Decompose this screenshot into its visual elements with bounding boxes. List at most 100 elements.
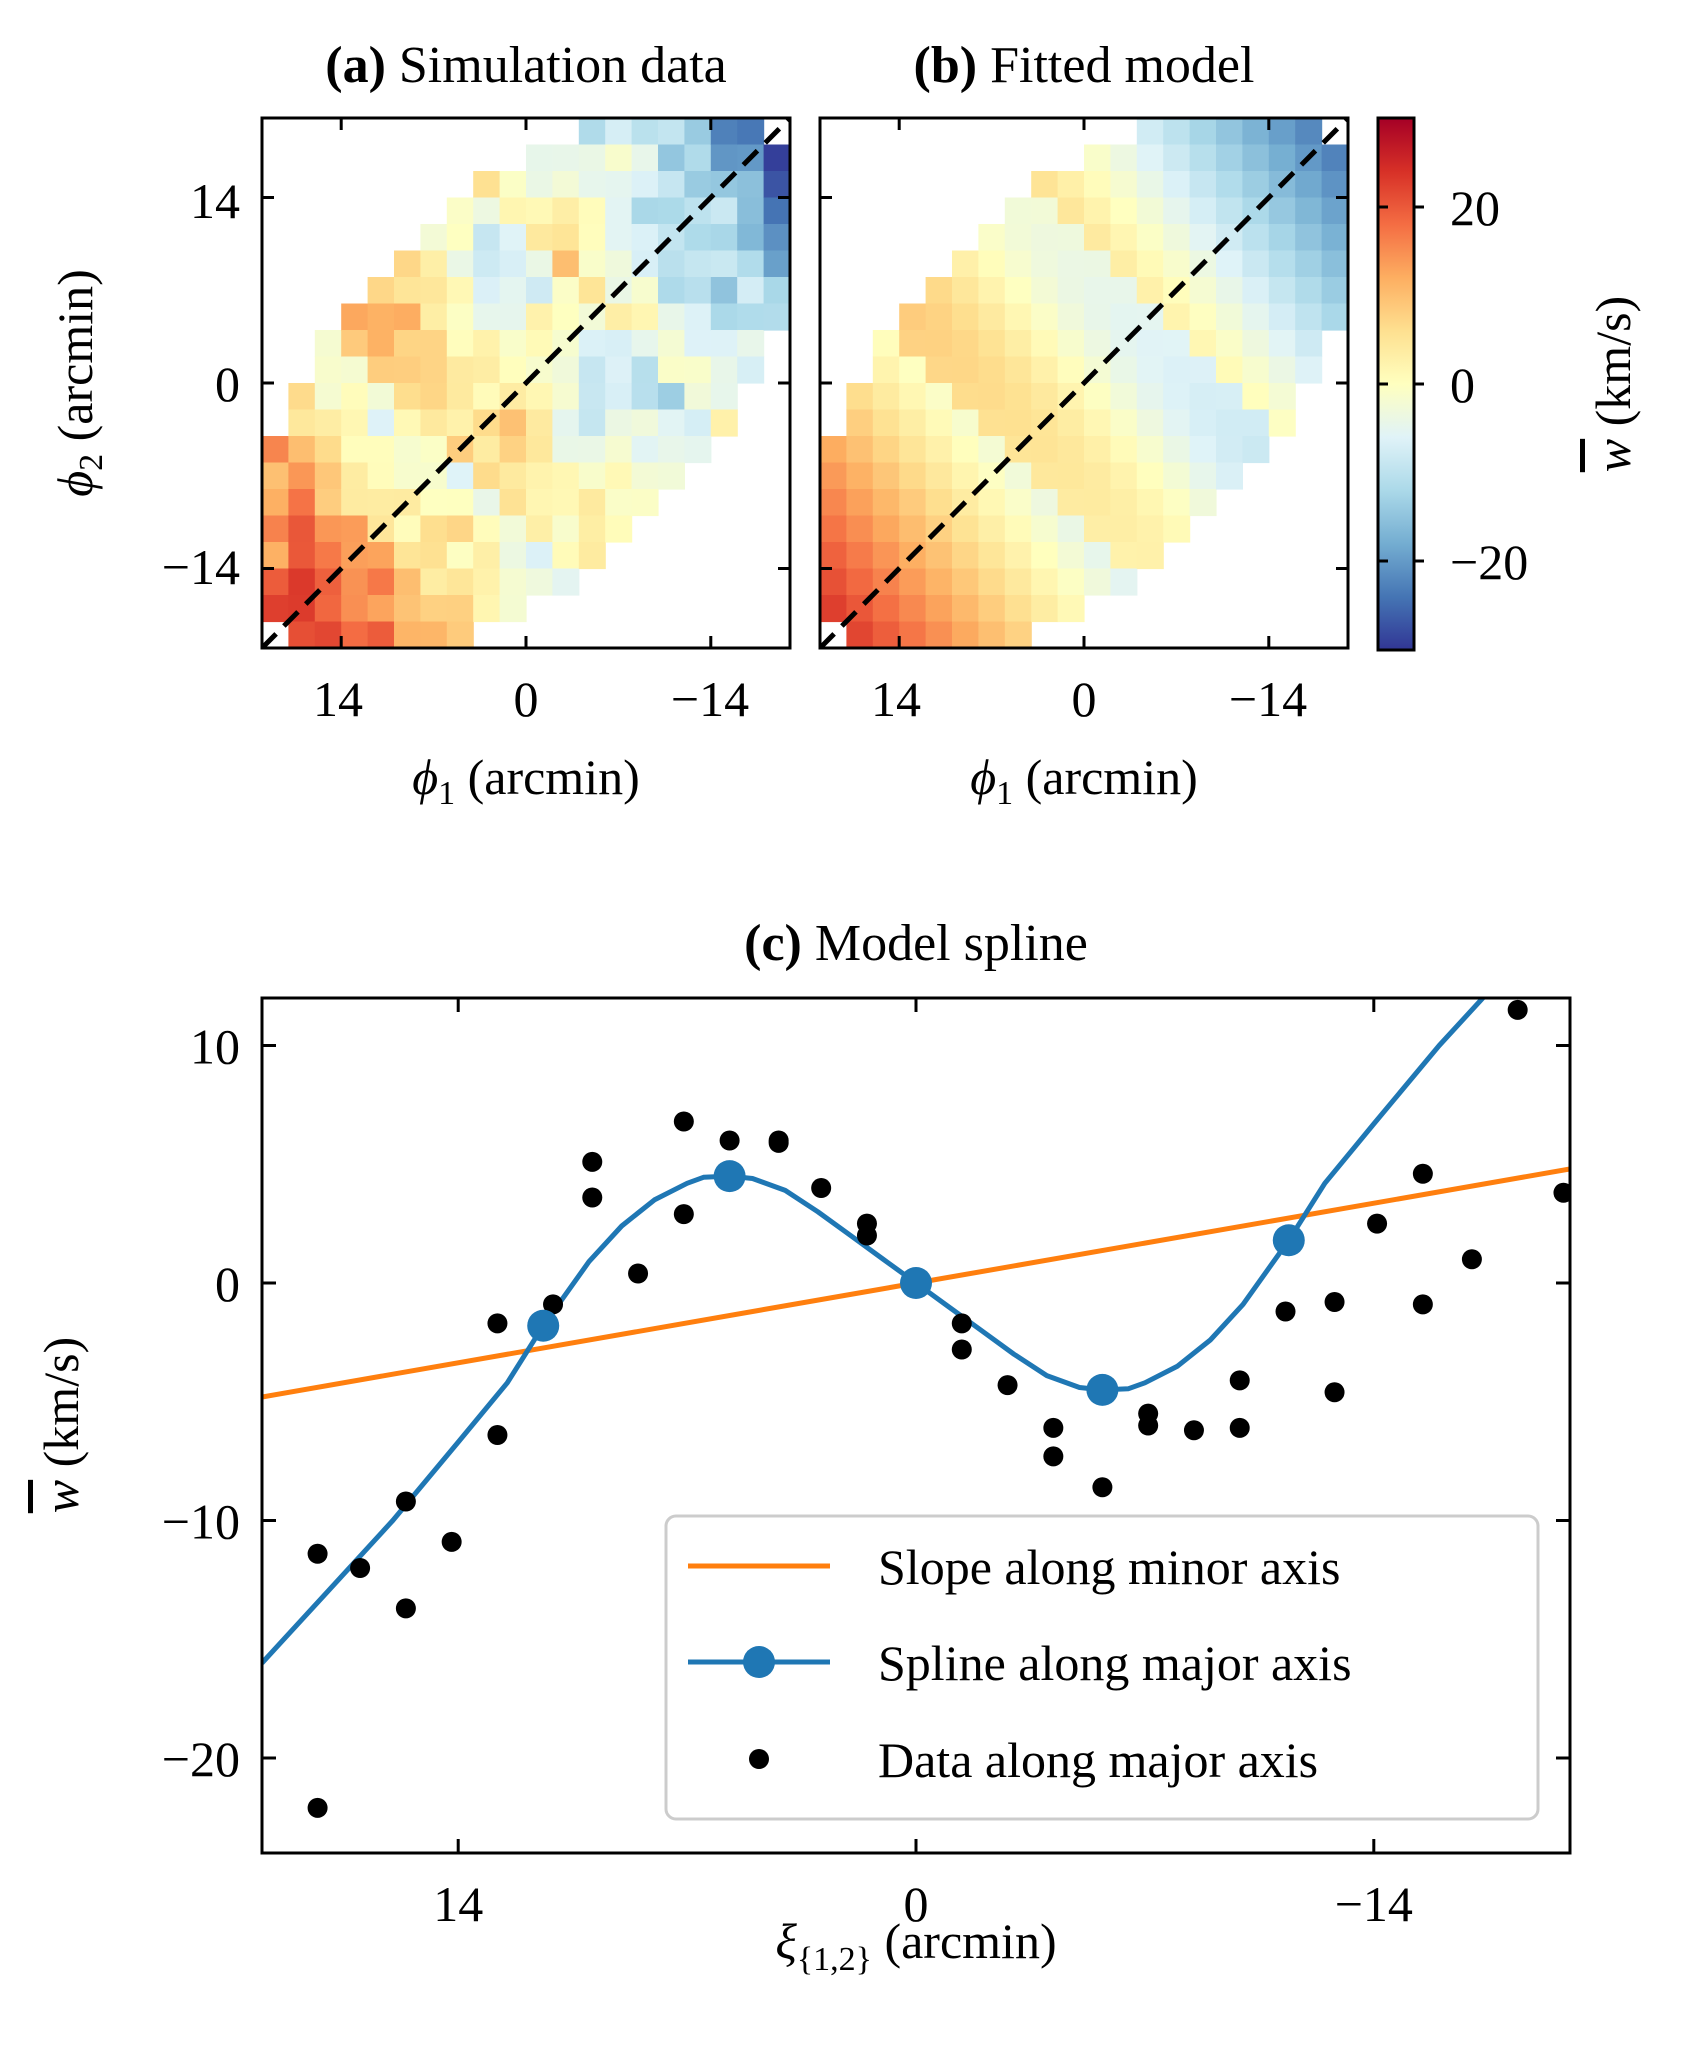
heatmap-cell (684, 410, 711, 437)
heatmap-cell (952, 330, 979, 357)
heatmap-cell (1058, 304, 1085, 331)
heatmap-cell (579, 145, 606, 172)
heatmap-cell (1005, 383, 1032, 410)
heatmap-cell (978, 436, 1005, 463)
heatmap-cell (526, 489, 553, 516)
heatmap-cell (978, 357, 1005, 384)
phi1-subscript: 1 (438, 775, 455, 812)
heatmap-cell (1110, 277, 1137, 304)
xi-unit: (arcmin) (872, 1913, 1057, 1969)
heatmap-cell (684, 118, 711, 145)
data-point (396, 1492, 416, 1512)
heatmap-cell (526, 171, 553, 198)
heatmap-cell (737, 198, 764, 225)
heatmap-cell (846, 542, 873, 569)
heatmap-cell (820, 569, 847, 596)
heatmap-cell (420, 516, 447, 543)
heatmap-cell (473, 357, 500, 384)
heatmap-cell (711, 410, 738, 437)
heatmap-cell (978, 542, 1005, 569)
heatmap-cell (1163, 171, 1190, 198)
heatmap-cell (1005, 489, 1032, 516)
heatmap-cell (500, 410, 527, 437)
heatmap-cell (447, 463, 474, 490)
heatmap-cell (579, 383, 606, 410)
heatmap-cell (526, 224, 553, 251)
heatmap-cell (1322, 224, 1349, 251)
heatmap-cell (1031, 357, 1058, 384)
heatmap-cell (978, 410, 1005, 437)
colorbar-label-symbol: w (1585, 439, 1641, 472)
heatmap-cell (1031, 198, 1058, 225)
heatmap-cell (658, 171, 685, 198)
heatmap-cell (1163, 198, 1190, 225)
heatmap-cell (473, 277, 500, 304)
ytick-label: 10 (190, 1019, 240, 1075)
heatmap-cell (447, 251, 474, 278)
heatmap-cell (315, 436, 342, 463)
heatmap-cell (368, 622, 395, 649)
phi1-subscript: 1 (996, 775, 1013, 812)
heatmap-cell (711, 198, 738, 225)
heatmap-cell (1295, 251, 1322, 278)
heatmap-cell (1005, 198, 1032, 225)
heatmap-cell (952, 436, 979, 463)
heatmap-cell (605, 224, 632, 251)
data-point (674, 1112, 694, 1132)
heatmap-cell (1216, 357, 1243, 384)
colorbar-ticklabel-minus20: −20 (1450, 534, 1528, 590)
heatmap-cell (447, 277, 474, 304)
heatmap-cell (341, 410, 368, 437)
data-point (487, 1425, 507, 1445)
heatmap-cell (1137, 171, 1164, 198)
heatmap-cell (526, 542, 553, 569)
heatmap-cell (632, 277, 659, 304)
heatmap-cell (737, 277, 764, 304)
heatmap-cell (262, 542, 289, 569)
heatmap-cell (1031, 383, 1058, 410)
heatmap-cell (737, 330, 764, 357)
heatmap-cell (1242, 251, 1269, 278)
heatmap-cell (1058, 171, 1085, 198)
heatmap-cell (1269, 118, 1296, 145)
heatmap-cell (1031, 489, 1058, 516)
heatmap-cell (473, 516, 500, 543)
heatmap-cell (926, 595, 953, 622)
heatmap-cell (447, 489, 474, 516)
xi-symbol: ξ (775, 1913, 797, 1969)
heatmap-cell (1242, 224, 1269, 251)
heatmap-cell (711, 277, 738, 304)
heatmap-cell (1110, 436, 1137, 463)
heatmap-cell (684, 330, 711, 357)
heatmap-cell (341, 357, 368, 384)
heatmap-cell (288, 410, 315, 437)
heatmap-cell (1084, 330, 1111, 357)
heatmap-cell (711, 304, 738, 331)
ytick-label: −10 (162, 1494, 240, 1550)
heatmap-cell (1084, 489, 1111, 516)
heatmap-cell (262, 436, 289, 463)
heatmap-cell (526, 277, 553, 304)
heatmap-cell (605, 436, 632, 463)
heatmap-cell (978, 383, 1005, 410)
heatmap-cell (952, 410, 979, 437)
heatmap-cell (1137, 516, 1164, 543)
spline-knot (527, 1310, 559, 1342)
heatmap-cell (764, 304, 791, 331)
heatmap-cell (846, 463, 873, 490)
panel-c-title-prefix: (c) (744, 915, 802, 972)
heatmap-cell (420, 595, 447, 622)
heatmap-cell (1084, 145, 1111, 172)
heatmap-cell (1058, 410, 1085, 437)
heatmap-cell (1137, 542, 1164, 569)
heatmap-cell (394, 595, 421, 622)
heatmap-cell (315, 595, 342, 622)
heatmap-cell (526, 145, 553, 172)
heatmap-cell (1084, 198, 1111, 225)
heatmap-cell (926, 569, 953, 596)
data-point (1092, 1477, 1112, 1497)
heatmap-cell (978, 330, 1005, 357)
heatmap-cell (926, 622, 953, 649)
heatmap-cell (1295, 277, 1322, 304)
heatmap-cell (579, 542, 606, 569)
